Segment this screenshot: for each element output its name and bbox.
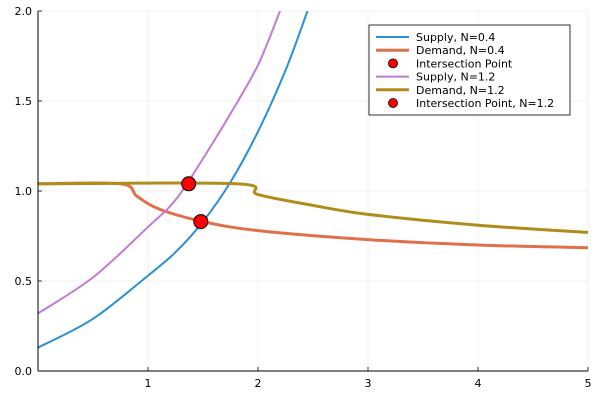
axes <box>37 10 589 372</box>
x-tick-label: 4 <box>475 377 482 390</box>
y-ticks: 0.0 0.5 1.0 1.5 2.0 <box>15 5 33 378</box>
legend-box <box>368 24 571 116</box>
y-tick-label: 1.0 <box>15 185 33 198</box>
legend-label-demand-n-1-2: Demand, N=1.2 <box>416 84 505 97</box>
legend-label-demand-n-0-4: Demand, N=0.4 <box>416 44 505 57</box>
series-marker-intersection-point-n-1-2 <box>181 176 197 192</box>
y-tick-label: 0.0 <box>15 365 33 378</box>
series-group <box>38 11 588 349</box>
x-tick-label: 1 <box>145 377 152 390</box>
legend-label-supply-n-0-4: Supply, N=0.4 <box>416 31 495 44</box>
y-tick-label: 2.0 <box>15 5 33 18</box>
x-ticks: 1 2 3 4 5 <box>145 377 592 390</box>
x-tick-label: 2 <box>255 377 262 390</box>
legend-label-intersection-point: Intersection Point <box>416 57 513 70</box>
legend-label-supply-n-1-2: Supply, N=1.2 <box>416 71 495 84</box>
series-line-demand-n-0-4 <box>38 181 588 250</box>
legend-label-intersection-point-n-1-2: Intersection Point, N=1.2 <box>416 97 554 110</box>
x-tick-label: 3 <box>365 377 372 390</box>
legend-swatch-intersection-point-n-1-2 <box>388 98 398 108</box>
y-tick-label: 0.5 <box>15 275 33 288</box>
x-tick-label: 5 <box>585 377 592 390</box>
legend-swatch-intersection-point <box>388 58 398 69</box>
y-tick-label: 1.5 <box>15 95 33 108</box>
series-marker-intersection-point <box>193 214 209 230</box>
